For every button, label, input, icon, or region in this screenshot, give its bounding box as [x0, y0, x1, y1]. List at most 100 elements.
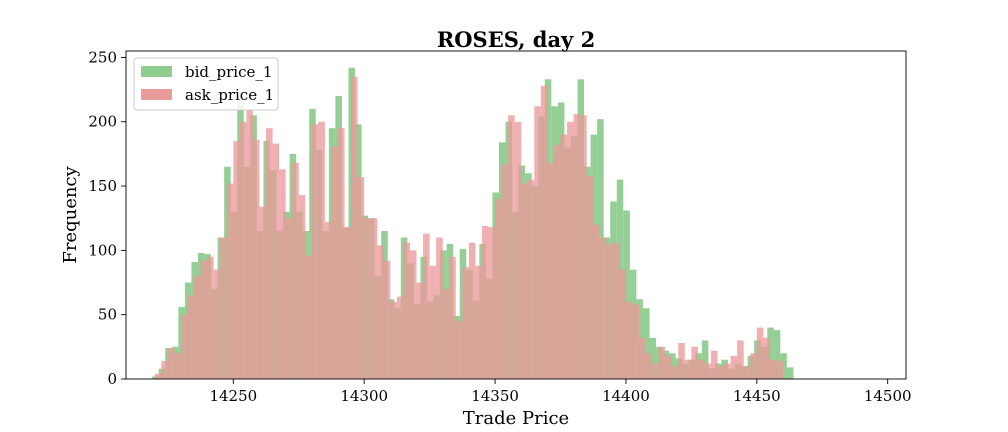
ask-bar [743, 366, 751, 379]
ask-bar [462, 267, 469, 379]
legend-swatch-ask [141, 89, 172, 100]
ask-bar [580, 115, 587, 379]
ask-bar [553, 144, 561, 379]
ask-bar [279, 169, 286, 379]
y-axis-label: Frequency [60, 165, 81, 263]
ask-bar [213, 269, 221, 379]
bid-bar [642, 308, 650, 379]
ask-bar [717, 366, 725, 379]
ask-bar [272, 143, 280, 379]
bid-bar [773, 330, 781, 379]
legend-label-ask: ask_price_1 [185, 86, 274, 104]
ask-bar [625, 301, 633, 379]
y-tick-label: 100 [88, 241, 117, 259]
ask-bar [187, 295, 195, 379]
ask-bar [737, 340, 744, 379]
ask-bar [220, 237, 227, 379]
ask-bar [377, 245, 384, 379]
y-tick-label: 250 [88, 48, 117, 66]
ask-bar [658, 346, 666, 379]
ask-bar [527, 179, 535, 379]
ask-bar [704, 363, 711, 379]
bid-bar [669, 353, 676, 379]
x-tick-label: 14500 [864, 387, 912, 405]
ask-bar [180, 314, 188, 379]
ask-bar [730, 355, 738, 379]
ask-bar [534, 106, 541, 379]
ask-bar [697, 359, 705, 379]
ask-bar [311, 124, 319, 379]
ask-bar [606, 243, 613, 379]
legend-swatch-bid [141, 66, 172, 77]
ask-bar [501, 164, 509, 379]
ask-bar [468, 242, 476, 379]
ask-bar [442, 288, 450, 379]
bid-bar [786, 367, 794, 379]
ask-bar [416, 282, 424, 379]
y-tick-label: 50 [98, 306, 117, 324]
ask-bar [763, 337, 770, 379]
ask-bar [665, 355, 672, 379]
ask-bar [194, 276, 201, 379]
ask-bar [586, 175, 594, 379]
ask-bar [776, 360, 783, 379]
ask-bar [370, 218, 378, 379]
legend-label-bid: bid_price_1 [185, 63, 272, 81]
ask-bar [481, 225, 489, 379]
ask-bar [338, 128, 345, 379]
ask-bar [364, 218, 371, 379]
ask-bar [396, 296, 404, 379]
ask-bar [246, 110, 253, 380]
ask-bar [639, 337, 646, 379]
bid-bar [649, 337, 657, 379]
ask-bar [632, 304, 640, 379]
ask-bar [508, 115, 515, 379]
ask-bar [233, 141, 240, 379]
y-tick-label: 0 [107, 370, 117, 388]
ask-bar [351, 76, 358, 379]
y-axis-ticks: 0 50 100 150 200 250 [88, 48, 126, 388]
ask-bar [167, 348, 175, 379]
ask-bar [514, 121, 522, 379]
ask-bar [560, 134, 568, 379]
ask-bar [357, 177, 365, 379]
x-tick-label: 14300 [340, 387, 388, 405]
ask-bar [331, 146, 339, 379]
ask-bar [769, 359, 777, 379]
ask-bar [200, 260, 208, 379]
ask-bar [488, 227, 496, 379]
ask-bar [711, 350, 718, 379]
ask-bar [266, 128, 273, 379]
ask-bar [383, 260, 391, 379]
ask-bar [423, 233, 430, 379]
ask-series-bars [154, 76, 783, 380]
ask-bar [691, 346, 698, 379]
ask-bar [318, 121, 325, 379]
bid-bar [767, 327, 774, 379]
ask-bar [652, 363, 659, 379]
ask-bar [285, 218, 293, 379]
ask-bar [436, 237, 443, 379]
y-tick-label: 150 [88, 177, 117, 195]
ask-bar [750, 353, 757, 379]
x-tick-label: 14250 [209, 387, 257, 405]
ask-bar [724, 363, 731, 379]
legend: bid_price_1 ask_price_1 [133, 57, 279, 111]
x-tick-label: 14350 [471, 387, 519, 405]
ask-bar [154, 373, 162, 379]
ask-bar [324, 222, 332, 379]
ask-bar [540, 85, 548, 379]
ask-bar [495, 198, 502, 379]
chart-title: ROSES, day 2 [437, 27, 595, 52]
ask-bar [305, 255, 312, 379]
plot-frame [125, 50, 907, 380]
ask-bar [475, 265, 482, 379]
bid-bar [623, 210, 630, 379]
ask-bar [298, 195, 306, 379]
x-tick-label: 14400 [602, 387, 650, 405]
ask-bar [612, 242, 620, 379]
ask-bar [599, 237, 607, 379]
ask-bar [619, 269, 626, 379]
y-tick-label: 200 [88, 113, 117, 131]
